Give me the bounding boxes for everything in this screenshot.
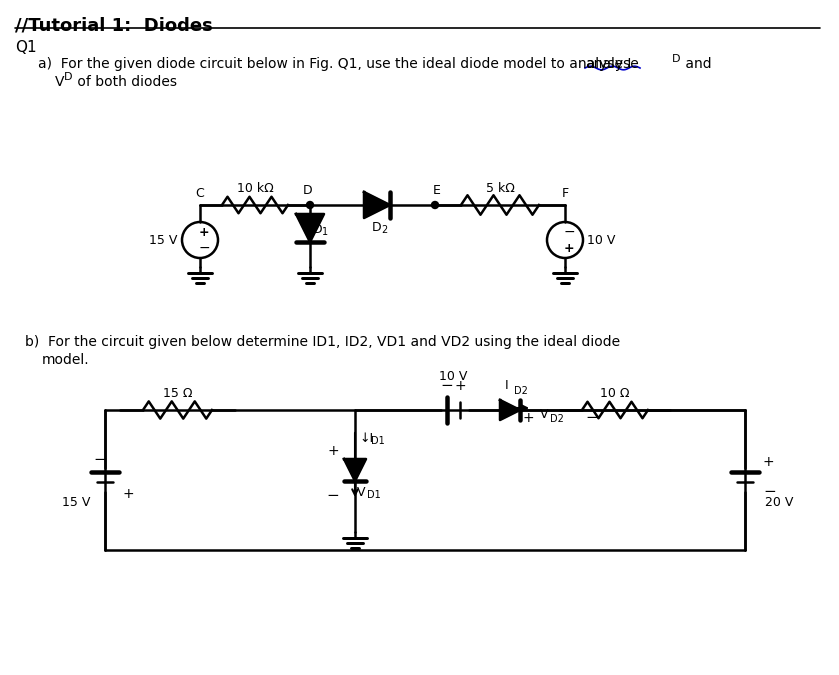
Text: −: − xyxy=(94,452,107,468)
Text: D: D xyxy=(303,184,313,197)
Text: −: − xyxy=(563,225,575,239)
Polygon shape xyxy=(364,192,390,218)
Text: b)  For the circuit given below determine ID1, ID2, VD1 and VD2 using the ideal : b) For the circuit given below determine… xyxy=(25,335,620,349)
Polygon shape xyxy=(500,400,520,420)
Text: I: I xyxy=(505,379,508,392)
Text: +: + xyxy=(327,444,339,458)
Text: 1: 1 xyxy=(322,227,328,237)
Text: 10 kΩ: 10 kΩ xyxy=(237,182,274,195)
Text: +: + xyxy=(763,455,774,469)
Text: −: − xyxy=(198,241,210,255)
Circle shape xyxy=(431,202,439,209)
Text: C: C xyxy=(195,187,205,200)
Text: 15 V: 15 V xyxy=(149,234,177,246)
Text: D: D xyxy=(372,221,382,234)
Text: analyse: analyse xyxy=(585,57,638,71)
Text: a)  For the given diode circuit below in Fig. Q1, use the ideal diode model to a: a) For the given diode circuit below in … xyxy=(38,57,632,71)
Text: 15 V: 15 V xyxy=(61,495,90,508)
Text: D1: D1 xyxy=(371,436,385,446)
Text: 20 V: 20 V xyxy=(765,495,794,508)
Text: V: V xyxy=(357,486,366,499)
Circle shape xyxy=(306,202,314,209)
Text: //Tutorial 1:  Diodes: //Tutorial 1: Diodes xyxy=(15,17,213,35)
Text: −: − xyxy=(763,485,776,500)
Text: D2: D2 xyxy=(550,414,564,424)
Text: and: and xyxy=(681,57,711,71)
Text: model.: model. xyxy=(42,353,90,367)
Text: D1: D1 xyxy=(367,490,381,500)
Polygon shape xyxy=(344,459,366,481)
Text: 15 Ω: 15 Ω xyxy=(163,387,192,400)
Text: +: + xyxy=(454,379,466,393)
Text: −: − xyxy=(440,378,453,393)
Text: 2: 2 xyxy=(381,225,388,235)
Text: 10 V: 10 V xyxy=(439,370,467,383)
Text: D2: D2 xyxy=(514,386,528,396)
Text: 5 kΩ: 5 kΩ xyxy=(486,182,514,195)
Text: 10 Ω: 10 Ω xyxy=(600,387,630,400)
Text: +: + xyxy=(123,487,134,501)
Text: D: D xyxy=(672,54,680,64)
Text: ↓I: ↓I xyxy=(359,432,373,445)
Text: +: + xyxy=(522,411,534,425)
Text: F: F xyxy=(561,187,569,200)
Text: Q1: Q1 xyxy=(15,40,37,55)
Text: −: − xyxy=(326,487,339,502)
Text: D: D xyxy=(64,72,72,82)
Text: E: E xyxy=(433,184,441,197)
Text: +: + xyxy=(199,225,209,238)
Text: 10 V: 10 V xyxy=(587,234,615,246)
Text: V: V xyxy=(55,75,65,89)
Text: +: + xyxy=(564,242,575,254)
Text: −: − xyxy=(586,410,598,425)
Text: D: D xyxy=(313,223,323,236)
Polygon shape xyxy=(296,214,324,242)
Text: of both diodes: of both diodes xyxy=(73,75,177,89)
Text: V: V xyxy=(540,408,549,421)
